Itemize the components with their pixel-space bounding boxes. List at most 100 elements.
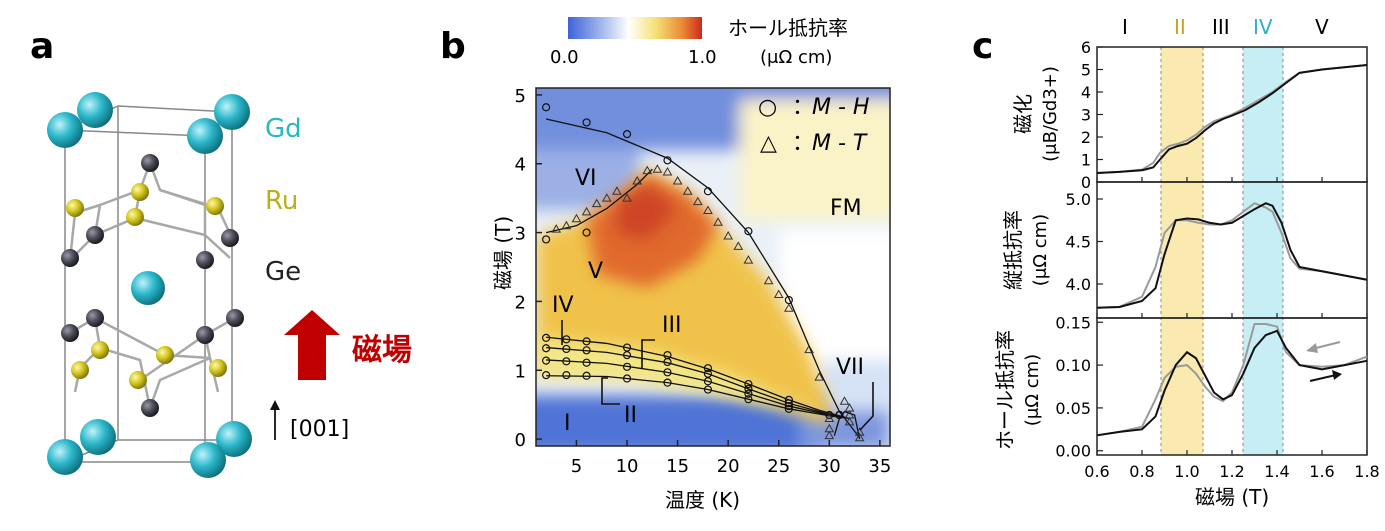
- phase-label-i: I: [1122, 15, 1128, 39]
- label-ru: Ru: [265, 186, 298, 216]
- c-x-tick-label: 1.2: [1219, 462, 1244, 481]
- mt-point: [844, 416, 855, 426]
- mh-point: [542, 370, 551, 380]
- mh-point: [562, 344, 571, 354]
- field-arrow-icon: [284, 310, 340, 380]
- black-curve: [1096, 329, 1368, 437]
- panel-c-xlabel: 磁場 (T): [1195, 485, 1269, 509]
- mh-point: [784, 404, 793, 413]
- mh-point: [582, 337, 591, 346]
- boundary-line: [833, 410, 861, 440]
- gd-atom: [47, 439, 83, 475]
- x-tick-label: 30: [818, 456, 841, 477]
- y-tick-label: 2: [515, 292, 526, 313]
- panel-c-letter: c: [972, 26, 993, 67]
- mt-point: [622, 193, 632, 202]
- c-y-tick-label: 1: [1081, 151, 1091, 170]
- gd-atom: [190, 442, 226, 478]
- c-y-tick-label: 3: [1081, 106, 1091, 125]
- c-x-tick-label: 1.6: [1309, 462, 1334, 481]
- region-leaders: [561, 320, 874, 431]
- panel-b-letter: b: [440, 26, 466, 67]
- c-y-tick-label: 0.05: [1055, 399, 1091, 418]
- mh-point: [703, 385, 713, 394]
- c-y-tick-label: 0.10: [1055, 356, 1091, 375]
- mh-point: [744, 395, 753, 404]
- region-iv: IV: [552, 293, 574, 318]
- mt-point: [839, 396, 850, 405]
- legend-circle-marker: ○: [758, 95, 777, 120]
- c-x-tick-label: 1.8: [1354, 462, 1379, 481]
- mh-point: [703, 364, 713, 373]
- mt-point: [551, 224, 562, 233]
- x-tick-label: 5: [571, 456, 582, 477]
- c-y-tick-label: 4.0: [1066, 275, 1091, 294]
- c-ylabel-2: 縦抵抗率 (μΩ cm): [1001, 210, 1051, 290]
- mh-point: [784, 395, 793, 404]
- mh-point: [663, 368, 672, 377]
- mt-point: [743, 255, 754, 264]
- panel-a: a: [30, 26, 412, 478]
- mh-point: [703, 187, 713, 196]
- sweep-up-arrow-icon: [1309, 374, 1337, 382]
- mt-point: [612, 186, 622, 195]
- phase-band-iv: [1243, 47, 1283, 455]
- c-y-tick-label: 0.15: [1055, 313, 1091, 332]
- mh-point: [744, 389, 753, 398]
- region-ii: II: [624, 403, 637, 428]
- x-tick-label: 35: [868, 456, 891, 477]
- heatmap: [536, 88, 890, 446]
- c-y-tick-label: 0.00: [1055, 442, 1091, 461]
- mh-point: [744, 227, 753, 236]
- panel-c: c I II III IV V 0 1 2 3 4 5 6 4.0 4.5 5.0 0.00 0.05…: [972, 15, 1380, 509]
- mt-point: [763, 275, 774, 285]
- phase-label-iii: III: [1212, 15, 1230, 39]
- mh-point: [622, 362, 632, 371]
- c-ylabel-1-main: 磁化: [1011, 94, 1035, 134]
- mh-point: [542, 333, 551, 343]
- phase-label-v: V: [1315, 15, 1329, 39]
- region-fm: FM: [830, 196, 862, 221]
- gd-atom: [214, 94, 250, 130]
- mh-point: [663, 156, 672, 165]
- c-x-tick-label: 0.6: [1084, 462, 1109, 481]
- c-y-tick-label: 5: [1081, 61, 1091, 80]
- mt-point: [632, 175, 643, 185]
- mh-point: [835, 410, 844, 420]
- y-tick-label: 4: [515, 155, 526, 176]
- x-tick-label: 10: [616, 456, 639, 477]
- legend-sep: ：: [792, 95, 814, 120]
- gd-atom: [187, 118, 223, 154]
- black-curve: [1096, 64, 1368, 174]
- mh-point: [663, 378, 672, 387]
- mt-point: [824, 430, 835, 440]
- phase-boundaries: [545, 118, 861, 440]
- mh-point: [582, 228, 591, 237]
- legend-triangle-marker: △: [760, 131, 777, 156]
- mh-point: [744, 384, 753, 393]
- mh-point: [784, 401, 793, 411]
- mh-point: [622, 351, 632, 360]
- c-y-tick-label: 4: [1081, 83, 1091, 102]
- mh-point: [582, 346, 591, 355]
- mt-point: [601, 193, 612, 202]
- colorbar: [568, 17, 702, 39]
- c-ylabel-1-unit: (μB/Gd3+): [1040, 66, 1061, 162]
- panel-b-legend: ○ ： M - H △ ： M - T: [758, 95, 869, 156]
- c-ylabel-2-main: 縦抵抗率: [1001, 210, 1025, 290]
- mt-point: [733, 241, 744, 250]
- mh-point: [744, 379, 753, 389]
- direction-label: [001]: [290, 417, 349, 442]
- mh-point: [663, 357, 672, 367]
- region-vii: VII: [836, 355, 864, 380]
- mt-point: [854, 427, 865, 436]
- sweep-up-arrowhead-icon: [1332, 370, 1342, 380]
- boundary-line: [545, 118, 861, 439]
- mh-point: [542, 103, 551, 112]
- mh-point: [582, 371, 591, 380]
- mh-point: [562, 370, 571, 380]
- legend-sep: ：: [792, 131, 814, 156]
- mh-point: [542, 356, 551, 365]
- mt-point: [713, 217, 723, 226]
- mt-point: [561, 220, 572, 230]
